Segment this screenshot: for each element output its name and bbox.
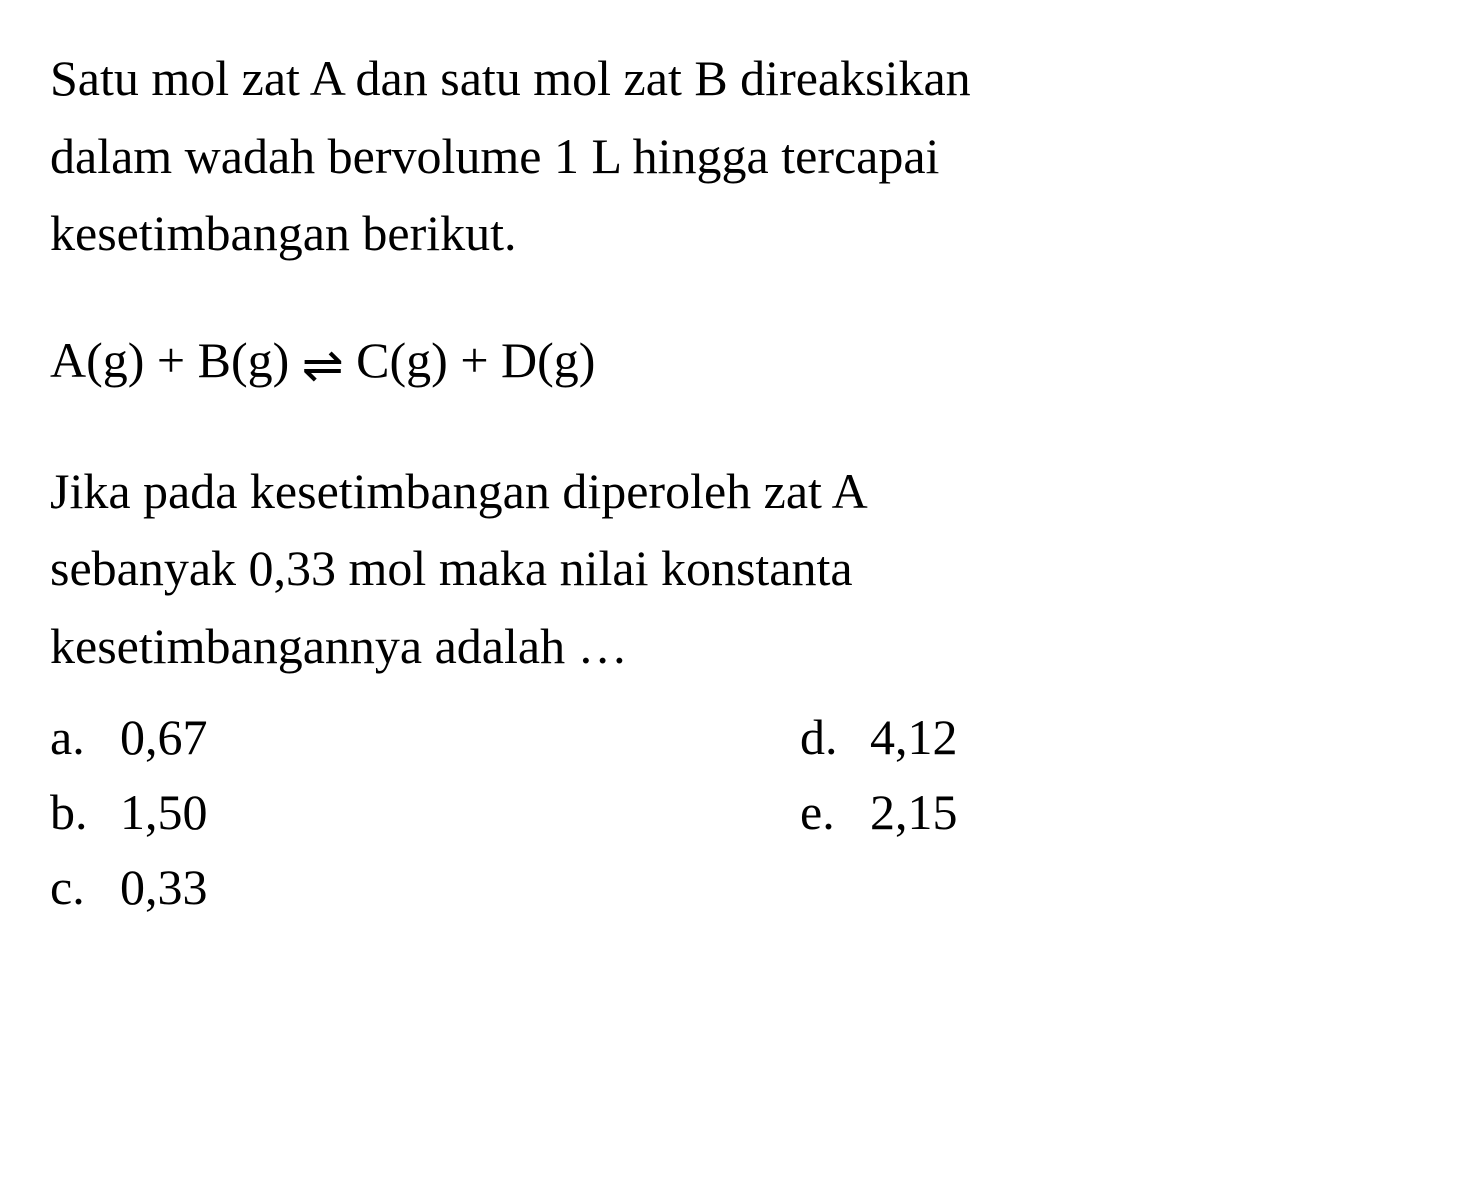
option-b-value: 1,50 <box>120 775 800 850</box>
followup-line-1: Jika pada kesetimbangan diperoleh zat A <box>50 463 868 519</box>
question-paragraph: Satu mol zat A dan satu mol zat B direak… <box>50 40 1422 273</box>
option-e-value: 2,15 <box>870 775 958 850</box>
option-c-value: 0,33 <box>120 850 800 925</box>
option-b: b. 1,50 <box>50 775 800 850</box>
question-line-1: Satu mol zat A dan satu mol zat B direak… <box>50 50 971 106</box>
option-d-value: 4,12 <box>870 700 958 775</box>
option-d: d. 4,12 <box>800 700 958 775</box>
question-line-2: dalam wadah bervolume 1 L hingga tercapa… <box>50 128 939 184</box>
followup-line-3: kesetimbangannya adalah … <box>50 618 628 674</box>
option-row-3: c. 0,33 <box>50 850 1422 925</box>
option-a: a. 0,67 <box>50 700 800 775</box>
option-e: e. 2,15 <box>800 775 958 850</box>
option-a-value: 0,67 <box>120 700 800 775</box>
chemical-equation: A(g) + B(g) ⇌ C(g) + D(g) <box>50 323 1422 403</box>
equation-right: C(g) + D(g) <box>356 332 595 388</box>
equilibrium-arrow-icon: ⇌ <box>302 328 344 403</box>
option-b-label: b. <box>50 775 120 850</box>
option-d-label: d. <box>800 700 870 775</box>
equation-left: A(g) + B(g) <box>50 332 289 388</box>
option-a-label: a. <box>50 700 120 775</box>
option-c-label: c. <box>50 850 120 925</box>
option-row-1: a. 0,67 d. 4,12 <box>50 700 1422 775</box>
option-row-2: b. 1,50 e. 2,15 <box>50 775 1422 850</box>
option-c: c. 0,33 <box>50 850 800 925</box>
followup-line-2: sebanyak 0,33 mol maka nilai konstanta <box>50 540 853 596</box>
followup-paragraph: Jika pada kesetimbangan diperoleh zat A … <box>50 453 1422 686</box>
option-e-label: e. <box>800 775 870 850</box>
answer-options: a. 0,67 d. 4,12 b. 1,50 e. 2,15 c. 0,33 <box>50 700 1422 925</box>
question-line-3: kesetimbangan berikut. <box>50 205 517 261</box>
